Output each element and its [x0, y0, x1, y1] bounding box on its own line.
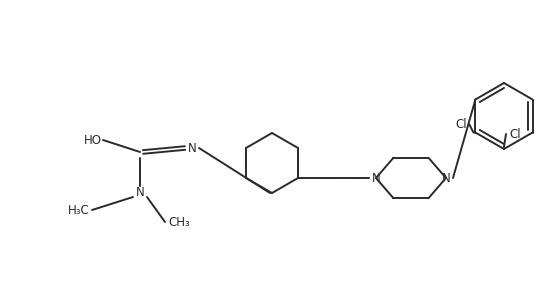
Text: N: N [136, 185, 144, 199]
Text: N: N [372, 172, 381, 184]
Text: H₃C: H₃C [68, 204, 90, 216]
Text: Cl: Cl [509, 127, 521, 141]
Text: Cl: Cl [455, 118, 467, 131]
Text: N: N [442, 172, 450, 184]
Text: N: N [188, 141, 196, 155]
Text: CH₃: CH₃ [168, 216, 190, 228]
Text: HO: HO [84, 133, 102, 147]
